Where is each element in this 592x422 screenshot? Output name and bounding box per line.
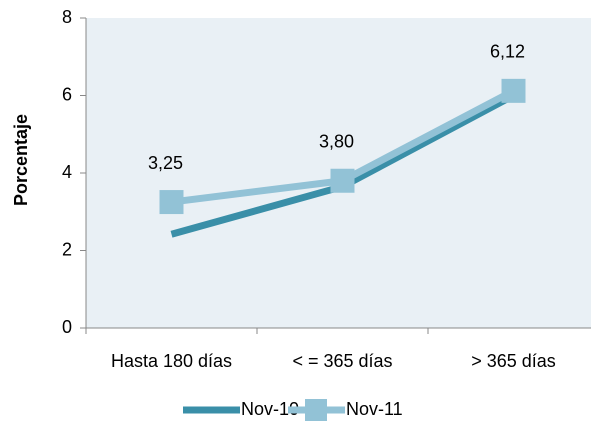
- marker: [159, 190, 184, 215]
- data-label: 3,80: [319, 132, 354, 152]
- data-label: 3,25: [148, 153, 183, 173]
- y-tick-label: 0: [62, 317, 72, 337]
- y-tick-label: 6: [62, 84, 72, 104]
- y-axis-label: Porcentaje: [11, 114, 31, 206]
- data-label: 6,12: [490, 42, 525, 62]
- y-tick-label: 4: [62, 162, 72, 182]
- x-tick-label: Hasta 180 días: [111, 351, 232, 371]
- legend-label: Nov-10: [241, 399, 299, 419]
- marker: [330, 168, 355, 193]
- y-tick-label: 2: [62, 239, 72, 259]
- legend-marker: [305, 399, 327, 421]
- x-tick-label: < = 365 días: [292, 351, 392, 371]
- x-tick-label: > 365 días: [471, 351, 556, 371]
- marker: [501, 78, 526, 103]
- legend-label: Nov-11: [346, 399, 403, 419]
- y-tick-label: 8: [62, 7, 72, 27]
